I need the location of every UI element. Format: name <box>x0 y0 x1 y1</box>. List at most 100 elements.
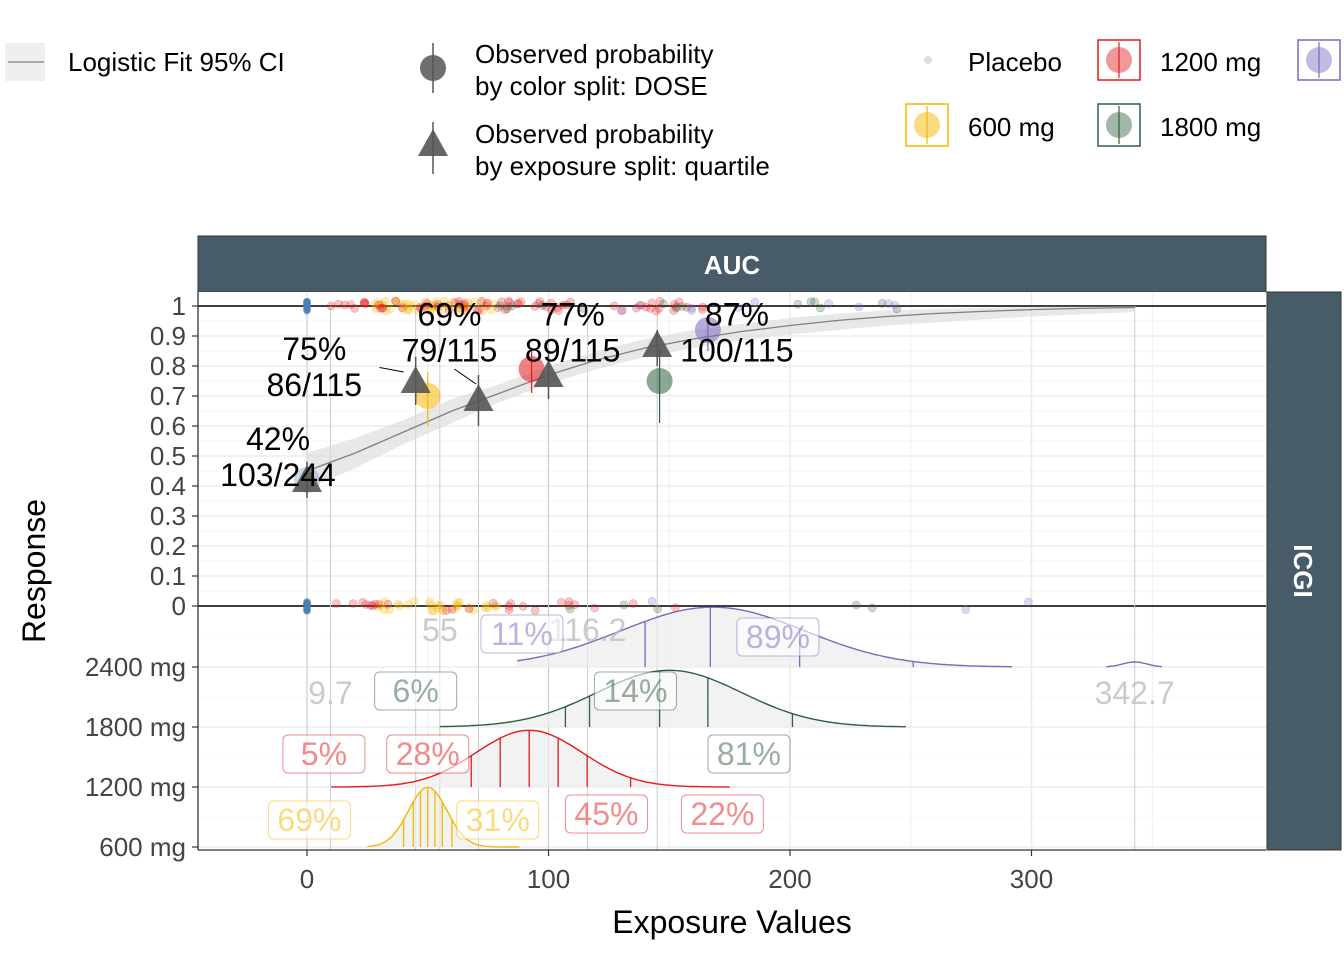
legend-placebo-label: Placebo <box>968 47 1062 77</box>
y-tick-label: 0.9 <box>150 321 186 351</box>
observation-point <box>391 296 401 306</box>
observation-point <box>464 303 473 312</box>
observation-point <box>433 601 443 610</box>
observation-point <box>425 301 435 311</box>
observation-point <box>851 600 861 610</box>
observation-point <box>634 301 644 310</box>
observation-point <box>456 304 466 313</box>
observation-point <box>619 600 629 610</box>
quartile-observed-triangle <box>292 465 322 492</box>
ridge-line-600mg <box>367 786 520 848</box>
ridge-percent-label: 5% <box>301 736 347 772</box>
y-tick-label: 0.3 <box>150 501 186 531</box>
ridge-percent-box <box>564 794 648 834</box>
ridge-percent-box <box>593 671 677 711</box>
observation-point <box>556 598 566 607</box>
quartile-observed-triangle <box>400 366 431 393</box>
observation-point <box>469 605 478 615</box>
observation-point <box>403 306 413 315</box>
quartile-cut-label: 55 <box>422 612 458 648</box>
observation-point <box>397 300 406 310</box>
observation-point <box>366 600 375 610</box>
quartile-observed-triangle <box>533 360 564 387</box>
y-dose-tick-label: 600 mg <box>99 832 186 862</box>
observation-point <box>504 605 514 615</box>
legend-1800-key <box>1097 103 1141 147</box>
ridge-percent-label: 69% <box>277 802 341 838</box>
observation-point <box>374 300 384 310</box>
observation-point <box>303 299 311 307</box>
observation-point <box>348 599 358 608</box>
observation-point <box>513 299 523 309</box>
ridge-percent-box <box>267 800 351 840</box>
legend-color-split-circle <box>420 55 446 81</box>
observation-point <box>578 303 588 313</box>
observation-point <box>698 305 707 315</box>
observation-point <box>380 296 390 306</box>
observation-point <box>554 306 563 315</box>
observation-point <box>490 601 500 611</box>
observation-point <box>824 299 833 308</box>
observation-point <box>380 597 390 607</box>
observation-point <box>415 302 425 312</box>
legend-600-label: 600 mg <box>968 112 1055 142</box>
observation-point <box>436 600 446 610</box>
ridge-percent-label: 31% <box>466 802 530 838</box>
observation-point <box>670 300 679 309</box>
observation-point <box>618 305 627 315</box>
observation-point <box>379 605 389 615</box>
observation-point <box>565 604 575 614</box>
observation-point <box>373 298 383 307</box>
observation-point <box>391 297 401 306</box>
y-tick-label: 0 <box>172 591 186 621</box>
observation-point <box>459 300 469 310</box>
observation-point <box>464 604 474 613</box>
observation-point <box>481 600 491 610</box>
ridge-percent-label: 45% <box>574 796 638 832</box>
y-tick-label: 0.6 <box>150 411 186 441</box>
observation-point <box>334 299 343 309</box>
facet-strip-right-label: ICGI <box>1288 544 1318 597</box>
observation-point <box>452 600 461 610</box>
observation-point <box>360 298 369 308</box>
legend-1200-label: 1200 mg <box>1160 47 1261 77</box>
observation-point <box>350 304 359 313</box>
observation-point <box>439 296 449 306</box>
observation-point <box>397 303 407 312</box>
observation-point <box>892 304 902 314</box>
ridge-percent-box <box>386 734 470 774</box>
dose-observed-point <box>518 356 545 382</box>
observation-point <box>469 298 479 307</box>
ridge-fill-1200mg <box>331 730 730 787</box>
observation-point <box>376 300 385 310</box>
x-tick-label: 0 <box>300 864 314 894</box>
observation-point <box>416 304 426 313</box>
observation-point <box>373 599 383 609</box>
observation-point <box>360 298 370 307</box>
observation-point <box>651 306 661 316</box>
observation-point <box>530 301 540 311</box>
ridge-percent-box <box>707 734 791 774</box>
observation-point <box>444 305 454 315</box>
observation-point <box>877 298 887 308</box>
observation-point <box>438 606 448 616</box>
observation-point <box>646 304 655 313</box>
observation-point <box>867 603 877 613</box>
observation-point <box>385 605 395 615</box>
observation-point <box>484 603 493 613</box>
observation-point <box>476 298 485 307</box>
ridge-percent-box <box>480 614 564 654</box>
y-tick-label: 0.4 <box>150 471 186 501</box>
observation-point <box>460 306 470 316</box>
observation-point <box>425 305 435 314</box>
observation-point <box>378 300 388 309</box>
observation-point <box>425 600 435 610</box>
y-tick-label: 0.5 <box>150 441 186 471</box>
ridge-line-1200mg <box>331 729 730 788</box>
observation-point <box>368 601 377 611</box>
annotation-labels: 42%103/24475%86/11569%79/11577%89/11587%… <box>220 297 1175 840</box>
y-axis-title: Response <box>16 499 52 643</box>
ridge-line-1800mg <box>439 669 906 728</box>
observation-point <box>647 298 657 308</box>
observation-point <box>750 297 760 307</box>
